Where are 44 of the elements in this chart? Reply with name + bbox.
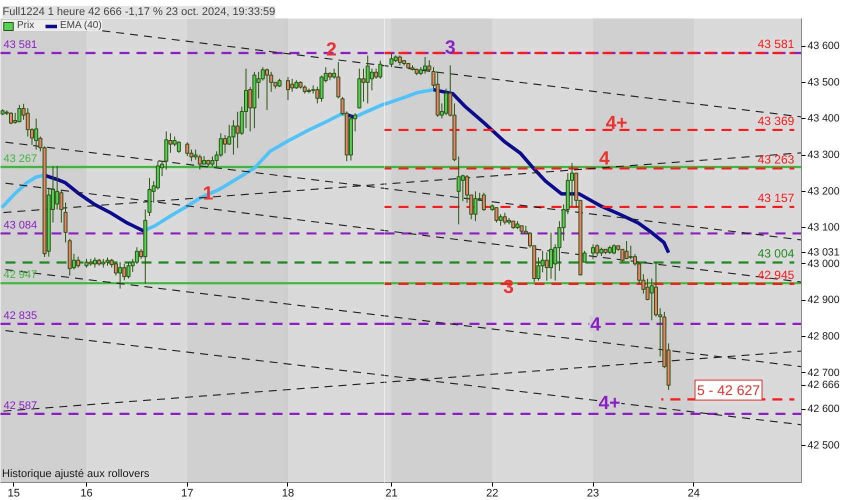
annotation: 3 <box>444 37 456 58</box>
x-tick-label: 16 <box>80 488 93 500</box>
x-tick-label: 15 <box>8 488 20 500</box>
legend-label: EMA (40) <box>60 20 102 31</box>
y-tick-label: 43 200 <box>808 185 840 198</box>
series-label: 43 581 <box>758 36 795 51</box>
y-tick-label: 43 000 <box>808 258 840 270</box>
y-tick-label: 42 800 <box>808 330 840 343</box>
x-tick-label: 22 <box>486 488 498 500</box>
x-tick-label: 21 <box>385 488 398 500</box>
annotation: 5 - 42 627 <box>697 382 760 398</box>
ref-line-label: 42 835 <box>4 310 38 322</box>
x-tick-label: 23 <box>586 488 600 500</box>
annotation: 4+ <box>598 393 620 414</box>
series-label: 43 369 <box>758 114 795 128</box>
y-tick-label: 42 500 <box>808 439 840 452</box>
y-tick-label: 43 300 <box>808 149 840 162</box>
annotation: 4 <box>590 314 602 336</box>
x-tick-label: 17 <box>181 488 194 500</box>
ref-line-label: 42 587 <box>4 400 38 412</box>
y-tick-label: 42 700 <box>808 366 840 379</box>
y-tick-label: 43 400 <box>808 112 840 125</box>
y-tick-label: 42 600 <box>808 403 840 416</box>
series-label: 43 004 <box>758 246 795 260</box>
chart-title: Full1224 1 heure 42 666 -1,17 % 23 oct. 2024, 19:33:59 <box>2 6 276 18</box>
y-tick-label: 42 666 <box>808 379 840 392</box>
x-tick-label: 24 <box>688 488 700 500</box>
ref-line-label: 42 947 <box>4 269 38 282</box>
ref-line-label: 43 084 <box>4 219 38 232</box>
annotation: 4+ <box>606 112 628 134</box>
series-label: 43 263 <box>758 152 795 166</box>
legend-label: Prix <box>17 20 36 31</box>
ref-line-label: 43 581 <box>4 38 38 51</box>
series-label: 42 945 <box>758 268 795 282</box>
ref-line-label: 43 267 <box>4 152 38 165</box>
y-tick-label: 43 500 <box>808 76 840 88</box>
y-tick-label: 43 031 <box>808 246 840 259</box>
annotation: 4 <box>599 148 610 170</box>
y-tick-label: 43 600 <box>808 40 840 52</box>
x-tick-label: 18 <box>282 488 294 500</box>
y-tick-label: 42 900 <box>808 294 840 306</box>
annotation: Historique ajusté aux rollovers <box>2 468 150 480</box>
y-tick-label: 43 100 <box>808 222 840 234</box>
series-label: 43 157 <box>758 190 795 205</box>
